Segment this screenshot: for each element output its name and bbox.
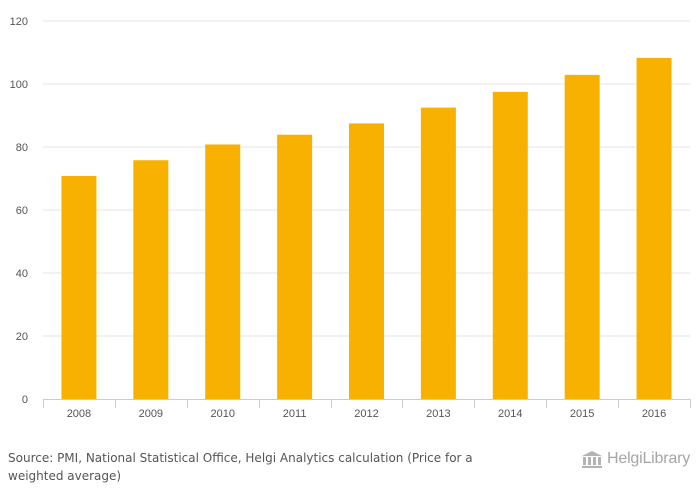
x-tick-label: 2015 <box>570 408 594 420</box>
brand-name-helgi: Helgi <box>607 450 643 467</box>
x-tick-label: 2013 <box>426 408 450 420</box>
x-tick-label: 2009 <box>139 408 163 420</box>
brand-name: HelgiLibrary <box>607 450 690 468</box>
bar-2015 <box>564 74 600 400</box>
bar-2012 <box>349 123 384 399</box>
x-tick-label: 2011 <box>283 408 307 420</box>
bar-2008 <box>61 175 97 399</box>
bar-2013 <box>420 107 456 399</box>
y-tick-label: 100 <box>10 79 28 91</box>
y-tick-label: 80 <box>16 142 28 154</box>
y-tick-label: 60 <box>16 205 28 217</box>
library-building-icon <box>582 451 603 468</box>
brand-name-library: Library <box>642 450 690 467</box>
bars <box>61 57 672 400</box>
bar-2009 <box>133 160 169 399</box>
bar-2014 <box>492 91 528 399</box>
y-tick-label: 40 <box>16 268 28 280</box>
source-note: Source: PMI, National Statistical Office… <box>8 451 473 483</box>
y-tick-label: 0 <box>22 394 28 406</box>
x-tick-label: 2012 <box>354 408 378 420</box>
brand-logo: HelgiLibrary <box>581 448 690 470</box>
x-tick-label: 2010 <box>210 408 234 420</box>
bar-2016 <box>636 57 672 399</box>
bar-2010 <box>205 144 241 399</box>
x-tick-label: 2016 <box>642 408 666 420</box>
x-tick-label: 2008 <box>67 408 91 420</box>
x-axis: 2008 2009 2010 2011 2012 2013 2014 2015 2016 <box>43 399 691 420</box>
x-tick-label: 2014 <box>498 408 522 420</box>
y-tick-label: 120 <box>10 16 28 28</box>
y-axis-ticks: 0 20 40 60 80 100 120 <box>10 16 28 406</box>
bar-chart: 0 20 40 60 80 100 120 2008 2009 2010 2011 2012 2013… <box>10 16 691 420</box>
y-tick-label: 20 <box>16 331 28 343</box>
bar-2011 <box>277 134 313 399</box>
